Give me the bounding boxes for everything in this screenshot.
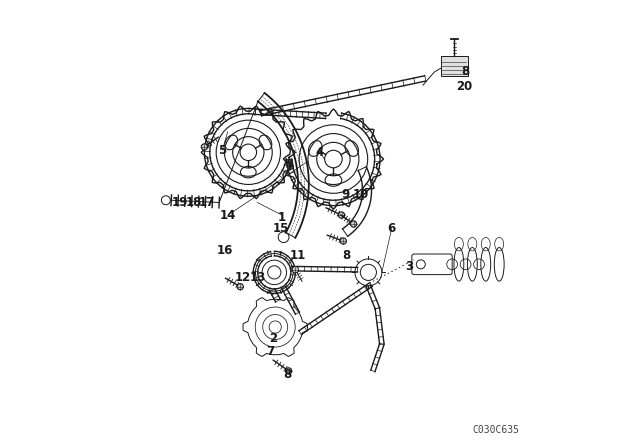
- Circle shape: [351, 221, 356, 227]
- Text: 15: 15: [273, 222, 289, 235]
- Text: 8: 8: [342, 249, 350, 262]
- Text: 9: 9: [342, 188, 350, 202]
- Circle shape: [340, 238, 346, 244]
- Text: 19: 19: [172, 196, 188, 209]
- FancyBboxPatch shape: [441, 56, 468, 76]
- Text: 11: 11: [289, 249, 306, 262]
- Text: 8: 8: [284, 367, 292, 381]
- Text: 16: 16: [216, 244, 233, 258]
- Text: 14: 14: [220, 208, 236, 222]
- Text: 2: 2: [269, 332, 277, 345]
- Circle shape: [339, 212, 345, 218]
- Text: 13: 13: [250, 271, 266, 284]
- Text: 12: 12: [234, 271, 251, 284]
- Text: 20: 20: [456, 79, 472, 93]
- Text: 1: 1: [278, 211, 286, 224]
- Text: 18: 18: [186, 196, 202, 209]
- Text: 6: 6: [388, 222, 396, 235]
- Circle shape: [285, 368, 292, 374]
- Text: 17: 17: [199, 196, 215, 209]
- Circle shape: [292, 267, 298, 273]
- Text: 7: 7: [266, 345, 274, 358]
- Text: C030C635: C030C635: [472, 425, 520, 435]
- Circle shape: [237, 284, 243, 290]
- Text: 4: 4: [316, 146, 324, 159]
- Text: 10: 10: [353, 188, 369, 202]
- Text: 5: 5: [218, 143, 227, 157]
- Text: 3: 3: [406, 260, 413, 273]
- Text: 8: 8: [461, 65, 470, 78]
- Circle shape: [201, 144, 207, 150]
